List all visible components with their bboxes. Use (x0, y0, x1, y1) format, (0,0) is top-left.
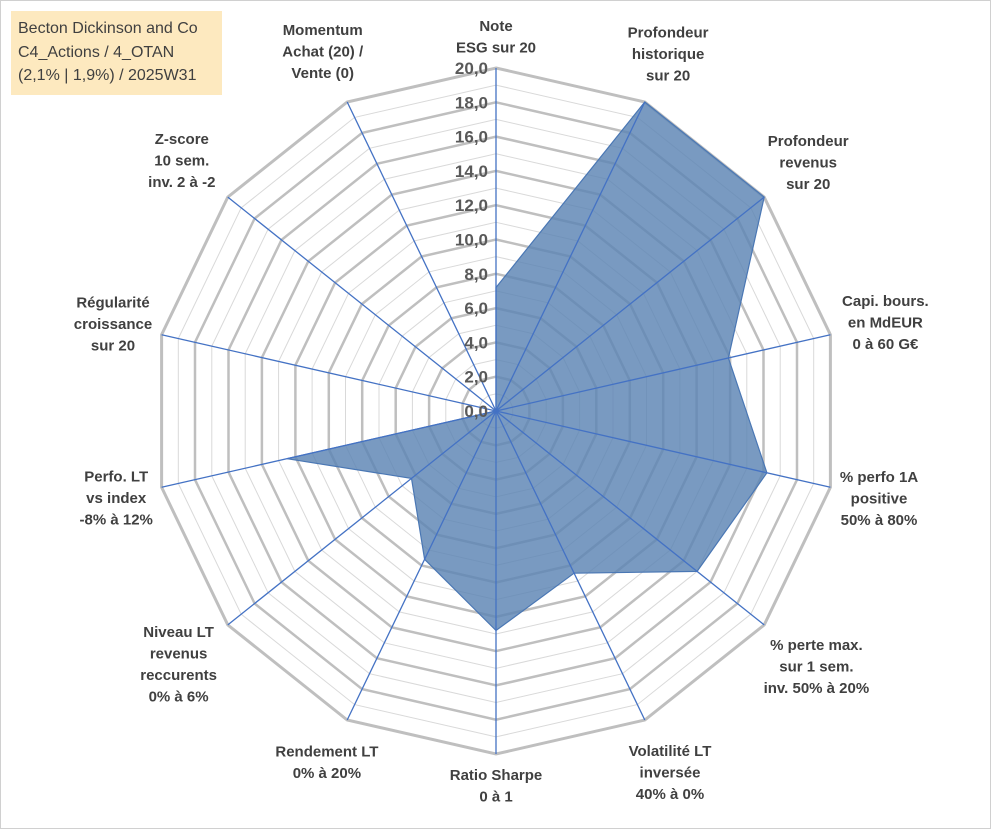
axis-label: Régularité croissance sur 20 (74, 294, 152, 354)
axis-label-line: en MdEUR (848, 314, 923, 331)
axis-spoke (495, 410, 765, 626)
tick-label: 0,0 (464, 402, 488, 421)
axis-label-line: % perfo 1A (840, 469, 919, 486)
axis-label-line: 0% à 20% (293, 765, 361, 782)
info-box: Becton Dickinson and Co C4_Actions / 4_O… (11, 11, 222, 95)
axis-spoke (495, 196, 765, 412)
axis-label-line: historique (632, 46, 705, 63)
axis-spoke (495, 410, 646, 721)
axis-label-line: reccurents (140, 667, 217, 684)
axis-spoke (161, 410, 497, 488)
axis-label-line: 40% à 0% (636, 786, 704, 803)
axis-label-line: sur 20 (91, 337, 135, 354)
axis-spoke (346, 410, 497, 721)
axis-label-line: % perte max. (770, 637, 863, 654)
axis-label-line: revenus (150, 646, 208, 663)
axis-label-line: inv. 50% à 20% (764, 680, 870, 697)
axis-spoke (227, 196, 497, 412)
axis-spoke (495, 101, 646, 412)
info-line-company: Becton Dickinson and Co (18, 20, 198, 37)
axis-label-line: inv. 2 à -2 (148, 174, 215, 191)
axis-spoke (495, 410, 831, 488)
axis-label: Note ESG sur 20 (456, 18, 536, 57)
axis-label-line: inversée (640, 765, 701, 782)
axis-label-line: Note (479, 18, 512, 35)
info-line-performance: (2,1% | 1,9%) / 2025W31 (18, 67, 197, 84)
tick-label: 18,0 (455, 93, 488, 112)
tick-label: 14,0 (455, 162, 488, 181)
axis-label-line: Perfo. LT (84, 468, 148, 485)
axis-label-line: sur 20 (646, 67, 690, 84)
axis-label-line: sur 1 sem. (779, 659, 853, 676)
axis-label: Profondeur revenus sur 20 (768, 133, 849, 193)
info-line-category: C4_Actions / 4_OTAN (18, 43, 175, 61)
axis-label-line: Ratio Sharpe (450, 767, 543, 784)
axis-label: Capi. bours. en MdEUR 0 à 60 G€ (842, 293, 929, 353)
axis-label-line: Volatilité LT (629, 743, 712, 760)
axis-label-line: 0 à 1 (479, 789, 512, 806)
axis-label-line: Profondeur (628, 24, 709, 41)
axis-label: Volatilité LT inversée 40% à 0% (629, 743, 712, 803)
axis-label: % perte max. sur 1 sem. inv. 50% à 20% (764, 637, 870, 697)
axis-spokes (161, 68, 831, 754)
axis-label-line: ESG sur 20 (456, 40, 536, 57)
axis-label-line: vs index (86, 490, 147, 507)
axis-label-line: Vente (0) (291, 65, 354, 82)
axis-label-line: positive (851, 491, 908, 508)
axis-label-line: sur 20 (786, 176, 830, 193)
axis-label: Niveau LT revenus reccurents 0% à 6% (140, 624, 217, 706)
axis-label-line: Achat (20) / (282, 43, 364, 60)
tick-label: 6,0 (464, 299, 488, 318)
axis-label-line: Rendement LT (275, 744, 378, 761)
axis-labels: Note ESG sur 20 Profondeur historique sur 20… (74, 18, 929, 806)
axis-label-line: -8% à 12% (80, 511, 153, 528)
tick-label: 4,0 (464, 333, 488, 352)
axis-label: Z-score 10 sem. inv. 2 à -2 (148, 131, 215, 191)
axis-label-line: Capi. bours. (842, 293, 929, 310)
axis-spoke (227, 410, 497, 626)
axis-label-line: 10 sem. (154, 153, 209, 170)
axis-label-line: Profondeur (768, 133, 849, 150)
axis-label: Rendement LT 0% à 20% (275, 744, 378, 783)
axis-spoke (495, 334, 831, 412)
axis-label: Profondeur historique sur 20 (628, 24, 709, 84)
axis-label-line: Momentum (283, 22, 363, 39)
tick-label: 16,0 (455, 128, 488, 147)
tick-label: 12,0 (455, 196, 488, 215)
axis-label: % perfo 1A positive 50% à 80% (840, 469, 919, 529)
tick-label: 8,0 (464, 265, 488, 284)
tick-label: 20,0 (455, 59, 488, 78)
axis-spoke (161, 334, 497, 412)
radial-tick-labels: 0,0 2,0 4,0 6,0 8,0 10,0 12,0 14,0 16,0 18,0 20,0 (455, 59, 488, 421)
axis-label: Momentum Achat (20) / Vente (0) (282, 22, 364, 82)
axis-label: Ratio Sharpe 0 à 1 (450, 767, 543, 806)
axis-label-line: 0% à 6% (149, 689, 209, 706)
axis-label-line: revenus (779, 154, 837, 171)
axis-label-line: 0 à 60 G€ (852, 336, 919, 353)
tick-label: 10,0 (455, 231, 488, 250)
axis-label: Perfo. LT vs index -8% à 12% (80, 468, 153, 528)
axis-label-line: 50% à 80% (841, 512, 918, 529)
tick-label: 2,0 (464, 368, 488, 387)
axis-label-line: Z-score (155, 131, 209, 148)
axis-label-line: Niveau LT (143, 624, 214, 641)
axis-label-line: Régularité (76, 294, 149, 311)
axis-label-line: croissance (74, 316, 152, 333)
axis-spoke (346, 101, 497, 412)
